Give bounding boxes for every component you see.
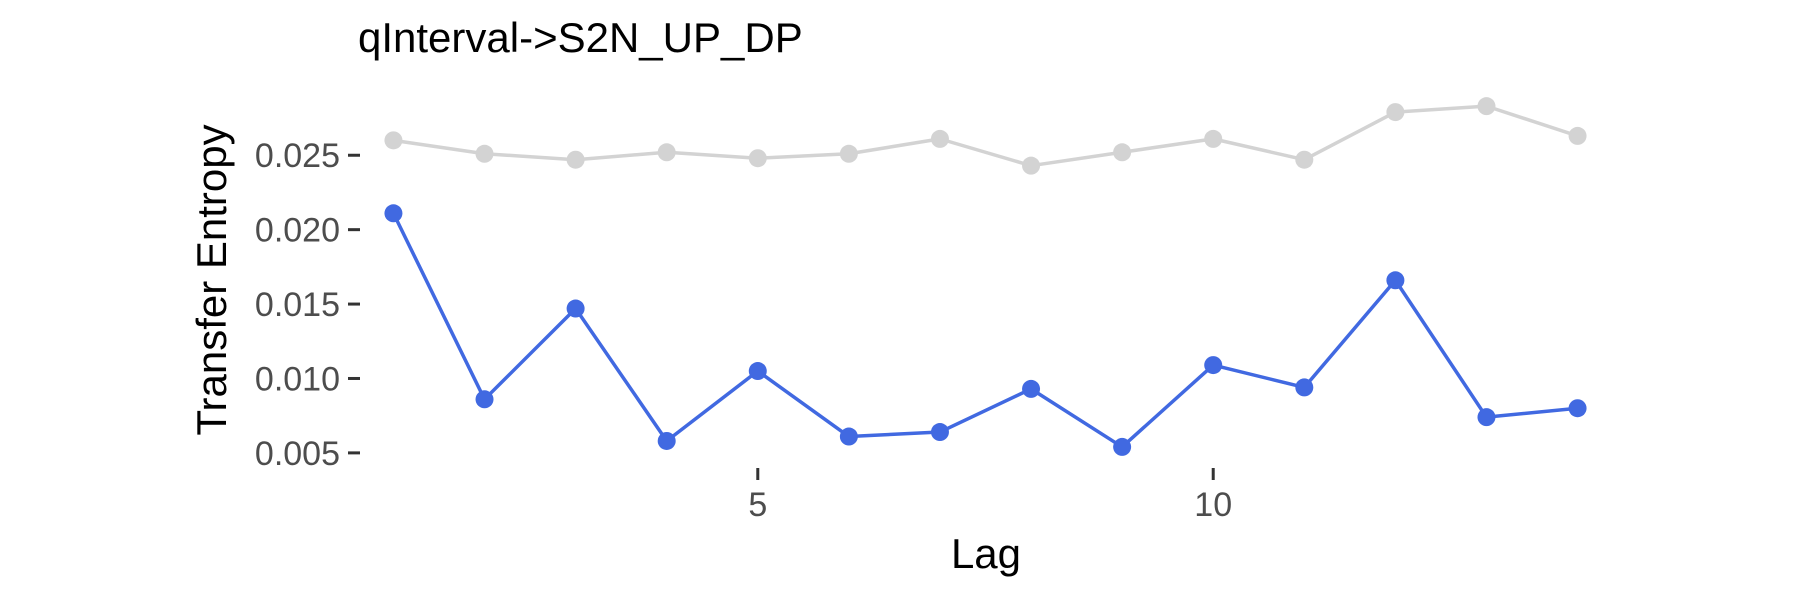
y-tick-label: 0.015 bbox=[255, 286, 340, 324]
x-tick-label: 10 bbox=[1194, 486, 1232, 524]
series-layer bbox=[384, 97, 1587, 456]
y-axis: 0.005 0.010 0.015 0.020 0.025 bbox=[255, 137, 360, 473]
data-point bbox=[1113, 437, 1132, 456]
data-point bbox=[475, 390, 494, 409]
data-point bbox=[1568, 126, 1587, 145]
y-tick-label: 0.025 bbox=[255, 137, 340, 175]
data-point bbox=[1477, 97, 1496, 116]
y-tick-label: 0.010 bbox=[255, 360, 340, 398]
data-point bbox=[1204, 129, 1223, 148]
data-point bbox=[1477, 408, 1496, 427]
data-point bbox=[566, 150, 585, 169]
data-point bbox=[657, 431, 676, 450]
data-point bbox=[839, 144, 858, 163]
data-point bbox=[839, 427, 858, 446]
y-tick-label: 0.005 bbox=[255, 435, 340, 473]
data-point bbox=[748, 362, 767, 381]
data-point bbox=[1295, 150, 1314, 169]
data-point bbox=[566, 299, 585, 318]
data-point bbox=[657, 143, 676, 162]
x-tick-label: 5 bbox=[748, 486, 767, 524]
data-point bbox=[930, 129, 949, 148]
data-point bbox=[748, 149, 767, 168]
series-line bbox=[391, 212, 1578, 449]
series-1 bbox=[384, 97, 1587, 175]
data-point bbox=[1295, 378, 1314, 397]
data-point bbox=[1022, 156, 1041, 175]
data-point bbox=[1568, 399, 1587, 418]
data-point bbox=[1386, 271, 1405, 290]
data-point bbox=[1022, 379, 1041, 398]
series-2 bbox=[384, 204, 1587, 456]
data-point bbox=[1113, 143, 1132, 162]
y-tick-label: 0.020 bbox=[255, 212, 340, 250]
x-axis-title: Lag bbox=[951, 530, 1021, 577]
data-point bbox=[1386, 103, 1405, 122]
chart-title: qInterval->S2N_UP_DP bbox=[358, 14, 803, 61]
series-line bbox=[393, 104, 1579, 168]
data-point bbox=[384, 204, 403, 223]
x-axis: 5 10 bbox=[748, 468, 1232, 524]
y-axis-title: Transfer Entropy bbox=[188, 124, 235, 435]
data-point bbox=[475, 144, 494, 163]
data-point bbox=[384, 131, 403, 150]
data-point bbox=[1204, 356, 1223, 375]
data-point bbox=[930, 423, 949, 442]
